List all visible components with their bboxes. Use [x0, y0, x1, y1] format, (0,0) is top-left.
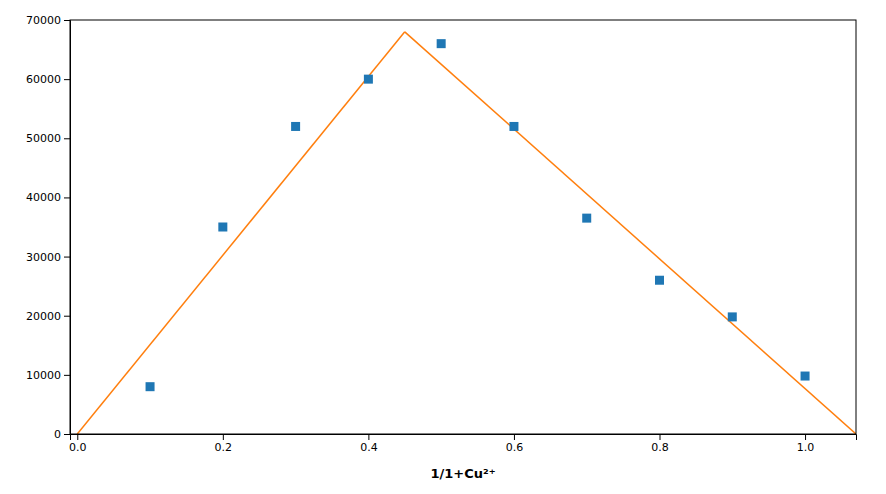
tick-mark	[660, 434, 661, 440]
y-tick: 30000	[26, 251, 70, 264]
axis-line	[71, 435, 857, 441]
tick-label: 0	[54, 428, 61, 441]
tick-mark	[64, 316, 70, 317]
axis-line	[64, 21, 71, 435]
point	[146, 382, 155, 391]
plot: 0.0 0.2 0.4 0.6 0.8 1.0 0 10000 20000 30000 40000 5…	[26, 14, 857, 481]
x-axis-title: 1/1+Cu²⁺	[430, 466, 495, 481]
y-tick: 0	[54, 428, 70, 441]
tick-label: 70000	[26, 14, 61, 27]
tick-mark	[77, 434, 78, 440]
fit-line	[405, 32, 856, 434]
point	[728, 312, 737, 321]
y-tick: 10000	[26, 369, 70, 382]
x-tick: 0.0	[69, 434, 87, 454]
point	[437, 39, 446, 48]
point	[509, 122, 518, 131]
y-tick: 50000	[26, 132, 70, 145]
y-tick: 60000	[26, 73, 70, 86]
tick-mark	[64, 20, 70, 21]
tick-mark	[805, 434, 806, 440]
y-axis: 0 10000 20000 30000 40000 50000 60000 70000	[26, 14, 71, 441]
point	[364, 75, 373, 84]
tick-label: 40000	[26, 191, 61, 204]
y-tick: 20000	[26, 310, 70, 323]
tick-mark	[64, 257, 70, 258]
fit-line	[77, 32, 405, 434]
tick-label: 30000	[26, 251, 61, 264]
x-tick: 0.4	[360, 434, 378, 454]
y-tick: 70000	[26, 14, 70, 27]
point	[582, 214, 591, 223]
tick-mark	[514, 434, 515, 440]
point	[218, 223, 227, 232]
tick-label: 0.4	[360, 441, 378, 454]
tick-label: 1.0	[797, 441, 815, 454]
tick-mark	[64, 138, 70, 139]
tick-label: 0.0	[69, 441, 87, 454]
tick-label: 10000	[26, 369, 61, 382]
chart-container: 0.0 0.2 0.4 0.6 0.8 1.0 0 10000 20000 30000 40000 5…	[0, 0, 886, 494]
marks	[77, 32, 856, 434]
x-tick: 0.2	[215, 434, 233, 454]
tick-mark	[64, 197, 70, 198]
tick-label: 0.2	[215, 441, 233, 454]
chart: 0.0 0.2 0.4 0.6 0.8 1.0 0 10000 20000 30000 40000 5…	[0, 0, 886, 494]
point	[291, 122, 300, 131]
y-tick: 40000	[26, 191, 70, 204]
point	[801, 372, 810, 381]
tick-mark	[64, 375, 70, 376]
tick-label: 0.6	[506, 441, 524, 454]
x-tick: 0.8	[651, 434, 669, 454]
tick-label: 60000	[26, 73, 61, 86]
x-axis: 0.0 0.2 0.4 0.6 0.8 1.0	[69, 434, 856, 454]
plot-frame	[70, 20, 856, 434]
tick-mark	[368, 434, 369, 440]
point	[655, 276, 664, 285]
tick-mark	[64, 79, 70, 80]
x-tick: 0.6	[506, 434, 524, 454]
tick-label: 0.8	[651, 441, 669, 454]
tick-mark	[64, 434, 70, 435]
tick-label: 50000	[26, 132, 61, 145]
tick-label: 20000	[26, 310, 61, 323]
tick-mark	[223, 434, 224, 440]
x-tick: 1.0	[797, 434, 815, 454]
